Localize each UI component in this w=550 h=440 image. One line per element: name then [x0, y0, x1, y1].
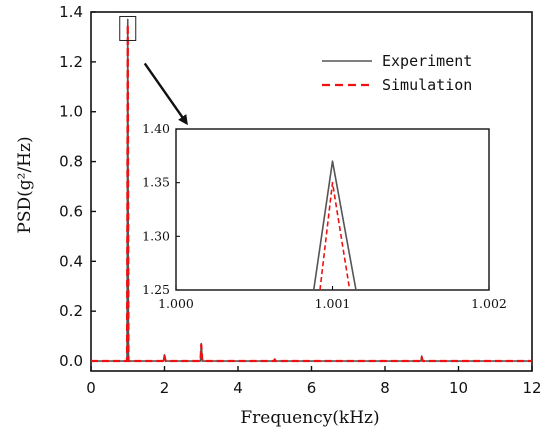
x-tick-label: 4 — [233, 379, 243, 397]
y-tick-label: 0.6 — [59, 202, 83, 220]
inset-y-tick-label: 1.25 — [142, 282, 170, 297]
y-tick-label: 0.4 — [59, 252, 83, 270]
inset-plot-area: 1.000 1.001 1.002 1.25 1.30 1.35 1.40 — [142, 121, 507, 311]
x-tick-label: 6 — [307, 379, 317, 397]
x-tick-label: 8 — [380, 379, 390, 397]
y-tick-label: 0.2 — [59, 302, 83, 320]
inset-series-line-simulation — [319, 181, 351, 291]
axis-titles: Frequency(kHz) PSD(g²/Hz) — [15, 136, 380, 428]
inset-series-line-experiment — [312, 160, 357, 291]
inset-y-tick-label: 1.35 — [142, 175, 170, 190]
y-tick-label: 1.0 — [59, 103, 83, 121]
y-axis-title: PSD(g²/Hz) — [15, 136, 35, 233]
y-tick-label: 0.8 — [59, 153, 83, 171]
legend-label-simulation: Simulation — [382, 76, 472, 94]
x-axis-title: Frequency(kHz) — [240, 408, 379, 428]
inset-y-tick-label: 1.40 — [142, 121, 170, 136]
legend-label-experiment: Experiment — [382, 52, 472, 70]
inset-x-tick-label: 1.000 — [158, 296, 194, 311]
zoom-arrow — [143, 62, 188, 126]
x-tick-label: 2 — [160, 379, 170, 397]
y-tick-label: 1.4 — [59, 3, 83, 21]
inset-x-tick-label: 1.001 — [315, 296, 351, 311]
inset-x-tick-label: 1.002 — [471, 296, 507, 311]
series-line-simulation — [91, 23, 532, 363]
x-tick-label: 10 — [449, 379, 468, 397]
y-tick-label: 1.2 — [59, 53, 83, 71]
zoom-box — [119, 15, 137, 41]
x-tick-label: 12 — [522, 379, 541, 397]
inset-frame — [175, 128, 490, 291]
inset-y-tick-label: 1.30 — [142, 228, 170, 243]
main-plot-area: 0 2 4 6 8 10 12 0.0 0.2 0.4 0.6 0.8 1.0 1.2 1.4 — [59, 3, 541, 397]
y-tick-label: 0.0 — [59, 352, 83, 370]
x-tick-label: 0 — [86, 379, 96, 397]
legend: Experiment Simulation — [322, 52, 472, 94]
